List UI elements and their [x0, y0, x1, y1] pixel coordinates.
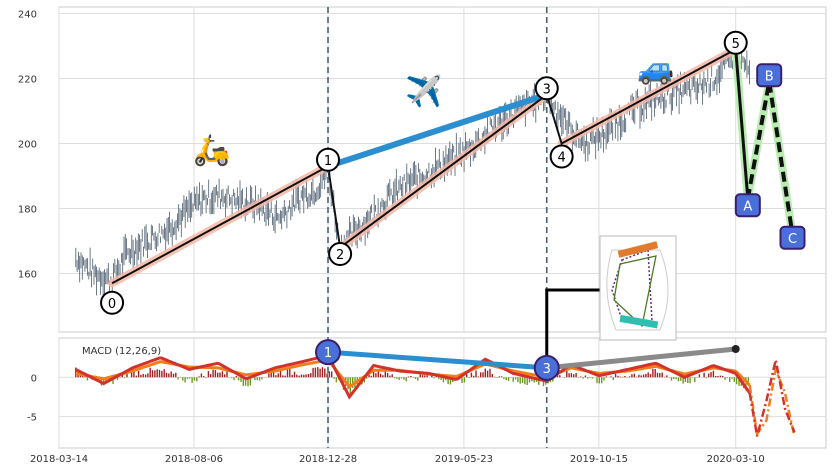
macd-wave-marker [315, 339, 342, 366]
wave-number-marker [316, 147, 341, 172]
macd-wave-marker [533, 354, 560, 381]
macd-y-tick-label: 0 [31, 373, 37, 384]
macd-wave-marker-label: 3 [543, 362, 551, 377]
wave-letter-marker [779, 225, 806, 250]
price-y-tick-label: 180 [18, 205, 37, 216]
macd-5-dot [731, 345, 740, 353]
impulse-wave-line [111, 48, 737, 285]
macd-projection-line [748, 359, 796, 437]
scooter-icon: 🛵 [193, 133, 230, 168]
signal-projection-line [748, 364, 796, 438]
thumbnail-track-outline [606, 249, 669, 331]
car-icon: 🚙 [637, 52, 674, 87]
wave-marker-label: 5 [732, 37, 740, 52]
wave-marker-label: 1 [324, 154, 332, 169]
price-y-tick-label: 240 [18, 10, 37, 21]
macd-line [75, 353, 751, 400]
x-tick-label: 2019-10-15 [570, 454, 628, 465]
x-tick-label: 2019-05-23 [435, 454, 493, 465]
wave-letter-marker [734, 193, 761, 218]
axis-labels: 2018-03-14 2018-08-06 2018-12-28 2019-05-23… [18, 10, 765, 466]
x-tick-label: 2018-08-06 [165, 454, 223, 465]
wave-letter-marker [756, 63, 783, 88]
macd-panel [58, 337, 827, 449]
thumbnail-train-top [617, 241, 659, 258]
wave-marker-label: A [743, 199, 752, 214]
inset-connector-line [545, 288, 608, 368]
wave-marker-label: 3 [543, 82, 551, 97]
wave-number-marker [100, 290, 125, 315]
wave-marker-label: 2 [336, 248, 344, 263]
wave-number-marker [549, 144, 574, 169]
macd-3-5-connector [546, 346, 736, 371]
wave-marker-label: B [765, 69, 774, 84]
price-y-tick-label: 220 [18, 75, 37, 86]
wave-5-a-line [734, 49, 750, 199]
x-tick-label: 2018-12-28 [299, 454, 357, 465]
price-y-tick-label: 200 [18, 140, 37, 151]
macd-series [75, 353, 796, 438]
thumbnail-train-bottom [619, 314, 659, 329]
wave-number-marker [723, 30, 748, 55]
wave-marker-label: 4 [558, 151, 566, 166]
x-tick-label: 2018-03-14 [30, 454, 88, 465]
correction-dashed-line [745, 81, 795, 235]
wave-diagram-thumbnail [599, 235, 677, 341]
airplane-icon: ✈️ [405, 72, 442, 109]
wave-marker-label: 0 [108, 297, 116, 312]
wave-number-marker [534, 76, 559, 101]
price-y-tick-label: 160 [18, 270, 37, 281]
thumbnail-track-inner [613, 255, 657, 328]
x-tick-label: 2020-03-10 [707, 454, 765, 465]
wave-marker-label: C [788, 232, 797, 247]
wave-annotations: 🛵 ✈️ 🚙 0 1 2 3 4 5 A B C 1 3 [100, 7, 806, 448]
macd-1-3-connector [327, 349, 547, 371]
wave-number-marker [328, 242, 353, 266]
wave-1-3-connector [327, 91, 548, 170]
macd-wave-marker-label: 1 [324, 346, 332, 361]
macd-title: MACD (12,26,9) [82, 346, 161, 357]
price-series [75, 39, 750, 299]
price-grid [58, 7, 826, 332]
macd-y-tick-label: -5 [27, 413, 37, 424]
